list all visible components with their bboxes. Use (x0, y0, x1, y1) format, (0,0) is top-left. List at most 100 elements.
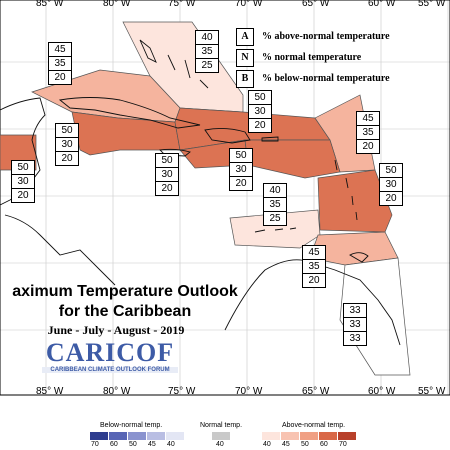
legend-tick: 70 (91, 441, 99, 448)
lon-label-top: 60° W (368, 0, 396, 9)
key-text: % above-normal temperature (262, 31, 390, 42)
prob-above: 50 (380, 164, 402, 178)
prob-above: 50 (156, 154, 178, 168)
lon-label-bottom: 65° W (302, 386, 330, 397)
lon-label-bottom: 60° W (368, 386, 396, 397)
prob-box-trinidad: 45 35 20 (302, 245, 326, 288)
legend-above-label: Above-normal temp. (282, 422, 346, 429)
legend-swatch-below-50 (128, 432, 146, 440)
prob-normal: 30 (56, 138, 78, 152)
legend-tick: 45 (148, 441, 156, 448)
legend-swatch-above-50 (300, 432, 318, 440)
legend-swatch-normal (212, 432, 230, 440)
legend-swatch-above-45 (281, 432, 299, 440)
prob-box-belize-yucatan: 45 35 20 (48, 42, 72, 85)
region-windward (317, 169, 393, 233)
logo-subtext: CARIBBEAN CLIMATE OUTLOOK FORUM (42, 367, 178, 373)
prob-box-turks-caicos: 50 30 20 (248, 90, 272, 133)
prob-normal: 35 (264, 198, 286, 212)
lon-label-bottom: 85° W (36, 386, 64, 397)
legend-swatch-below-70 (90, 432, 108, 440)
prob-box-belize: 50 30 20 (11, 160, 35, 203)
lon-label-bottom: 55° W (418, 386, 446, 397)
prob-normal: 35 (196, 45, 218, 59)
legend-swatch-below-45 (147, 432, 165, 440)
prob-box-cuba-west: 50 30 20 (55, 123, 79, 166)
coastlines (0, 39, 401, 346)
lon-label-top: 85° W (36, 0, 64, 9)
lon-label-top: 70° W (235, 0, 263, 9)
prob-below: 25 (201, 60, 213, 71)
legend-tick: 40 (167, 441, 175, 448)
prob-box-jamaica: 50 30 20 (155, 153, 179, 196)
prob-box-leeward-north: 45 35 20 (356, 111, 380, 154)
lon-label-top: 65° W (302, 0, 330, 9)
prob-below: 25 (269, 213, 281, 224)
legend-below-label: Below-normal temp. (100, 422, 163, 429)
region-cuba-west (71, 111, 181, 156)
caricof-logo: CARICOF CARIBBEAN CLIMATE OUTLOOK FORUM (42, 338, 178, 376)
lon-label-bottom: 75° W (168, 386, 196, 397)
key-row-normal: N % normal temperature (236, 47, 422, 68)
key-text: % normal temperature (262, 52, 362, 63)
prob-below: 20 (54, 72, 66, 83)
prob-below: 20 (308, 275, 320, 286)
prob-normal: 35 (49, 57, 71, 71)
prob-above: 40 (264, 184, 286, 198)
prob-below: 20 (161, 183, 173, 194)
prob-below: 20 (362, 141, 374, 152)
prob-below: 20 (385, 193, 397, 204)
lon-label-top: 80° W (103, 0, 131, 9)
prob-box-abc-islands: 40 35 25 (263, 183, 287, 226)
prob-above: 50 (56, 124, 78, 138)
key-letter: B (236, 69, 254, 88)
prob-normal: 33 (344, 318, 366, 332)
prob-above: 45 (49, 43, 71, 57)
prob-below: 33 (349, 333, 361, 344)
region-abc-islands (229, 209, 321, 249)
map-title: aximum Temperature Outlook for the Carib… (0, 282, 250, 322)
lon-label-bottom: 80° W (103, 386, 131, 397)
prob-above: 50 (230, 149, 252, 163)
key-letter: A (236, 27, 254, 46)
key-row-above: A % above-normal temperature (236, 26, 422, 47)
prob-box-bahamas: 40 35 25 (195, 30, 219, 73)
key-text: % below-normal temperature (262, 73, 390, 84)
prob-above: 50 (12, 161, 34, 175)
prob-below: 20 (61, 153, 73, 164)
lon-label-top: 75° W (168, 0, 196, 9)
legend-swatch-above-70 (338, 432, 356, 440)
prob-above: 45 (357, 112, 379, 126)
title-line-2: for the Caribbean (58, 303, 192, 320)
prob-above: 50 (249, 91, 271, 105)
prob-normal: 35 (303, 260, 325, 274)
legend-tick: 40 (263, 441, 271, 448)
prob-below: 20 (235, 178, 247, 189)
probability-key: A % above-normal temperature N % normal … (236, 26, 422, 89)
legend-swatch-above-40 (262, 432, 280, 440)
lon-label-top: 55° W (418, 0, 446, 9)
prob-above: 40 (196, 31, 218, 45)
prob-normal: 30 (12, 175, 34, 189)
prob-normal: 30 (156, 168, 178, 182)
legend-tick: 60 (320, 441, 328, 448)
prob-normal: 30 (230, 163, 252, 177)
legend-normal-label: Normal temp. (200, 422, 243, 429)
legend-tick: 60 (110, 441, 118, 448)
prob-normal: 35 (357, 126, 379, 140)
legend-swatch-above-60 (319, 432, 337, 440)
prob-box-guianas: 33 33 33 (343, 303, 367, 346)
lon-label-bottom: 70° W (235, 386, 263, 397)
legend-tick: 50 (301, 441, 309, 448)
key-row-below: B % below-normal temperature (236, 68, 422, 89)
prob-normal: 30 (380, 178, 402, 192)
prob-box-windward: 50 30 20 (379, 163, 403, 206)
map-subtitle: June - July - August - 2019 (47, 323, 185, 337)
region-hispaniola (244, 139, 341, 179)
legend-swatch-below-40 (166, 432, 184, 440)
key-letter: N (236, 48, 254, 67)
prob-above: 45 (303, 246, 325, 260)
prob-below: 20 (254, 120, 266, 131)
legend-tick: 50 (129, 441, 137, 448)
prob-above: 33 (344, 304, 366, 318)
